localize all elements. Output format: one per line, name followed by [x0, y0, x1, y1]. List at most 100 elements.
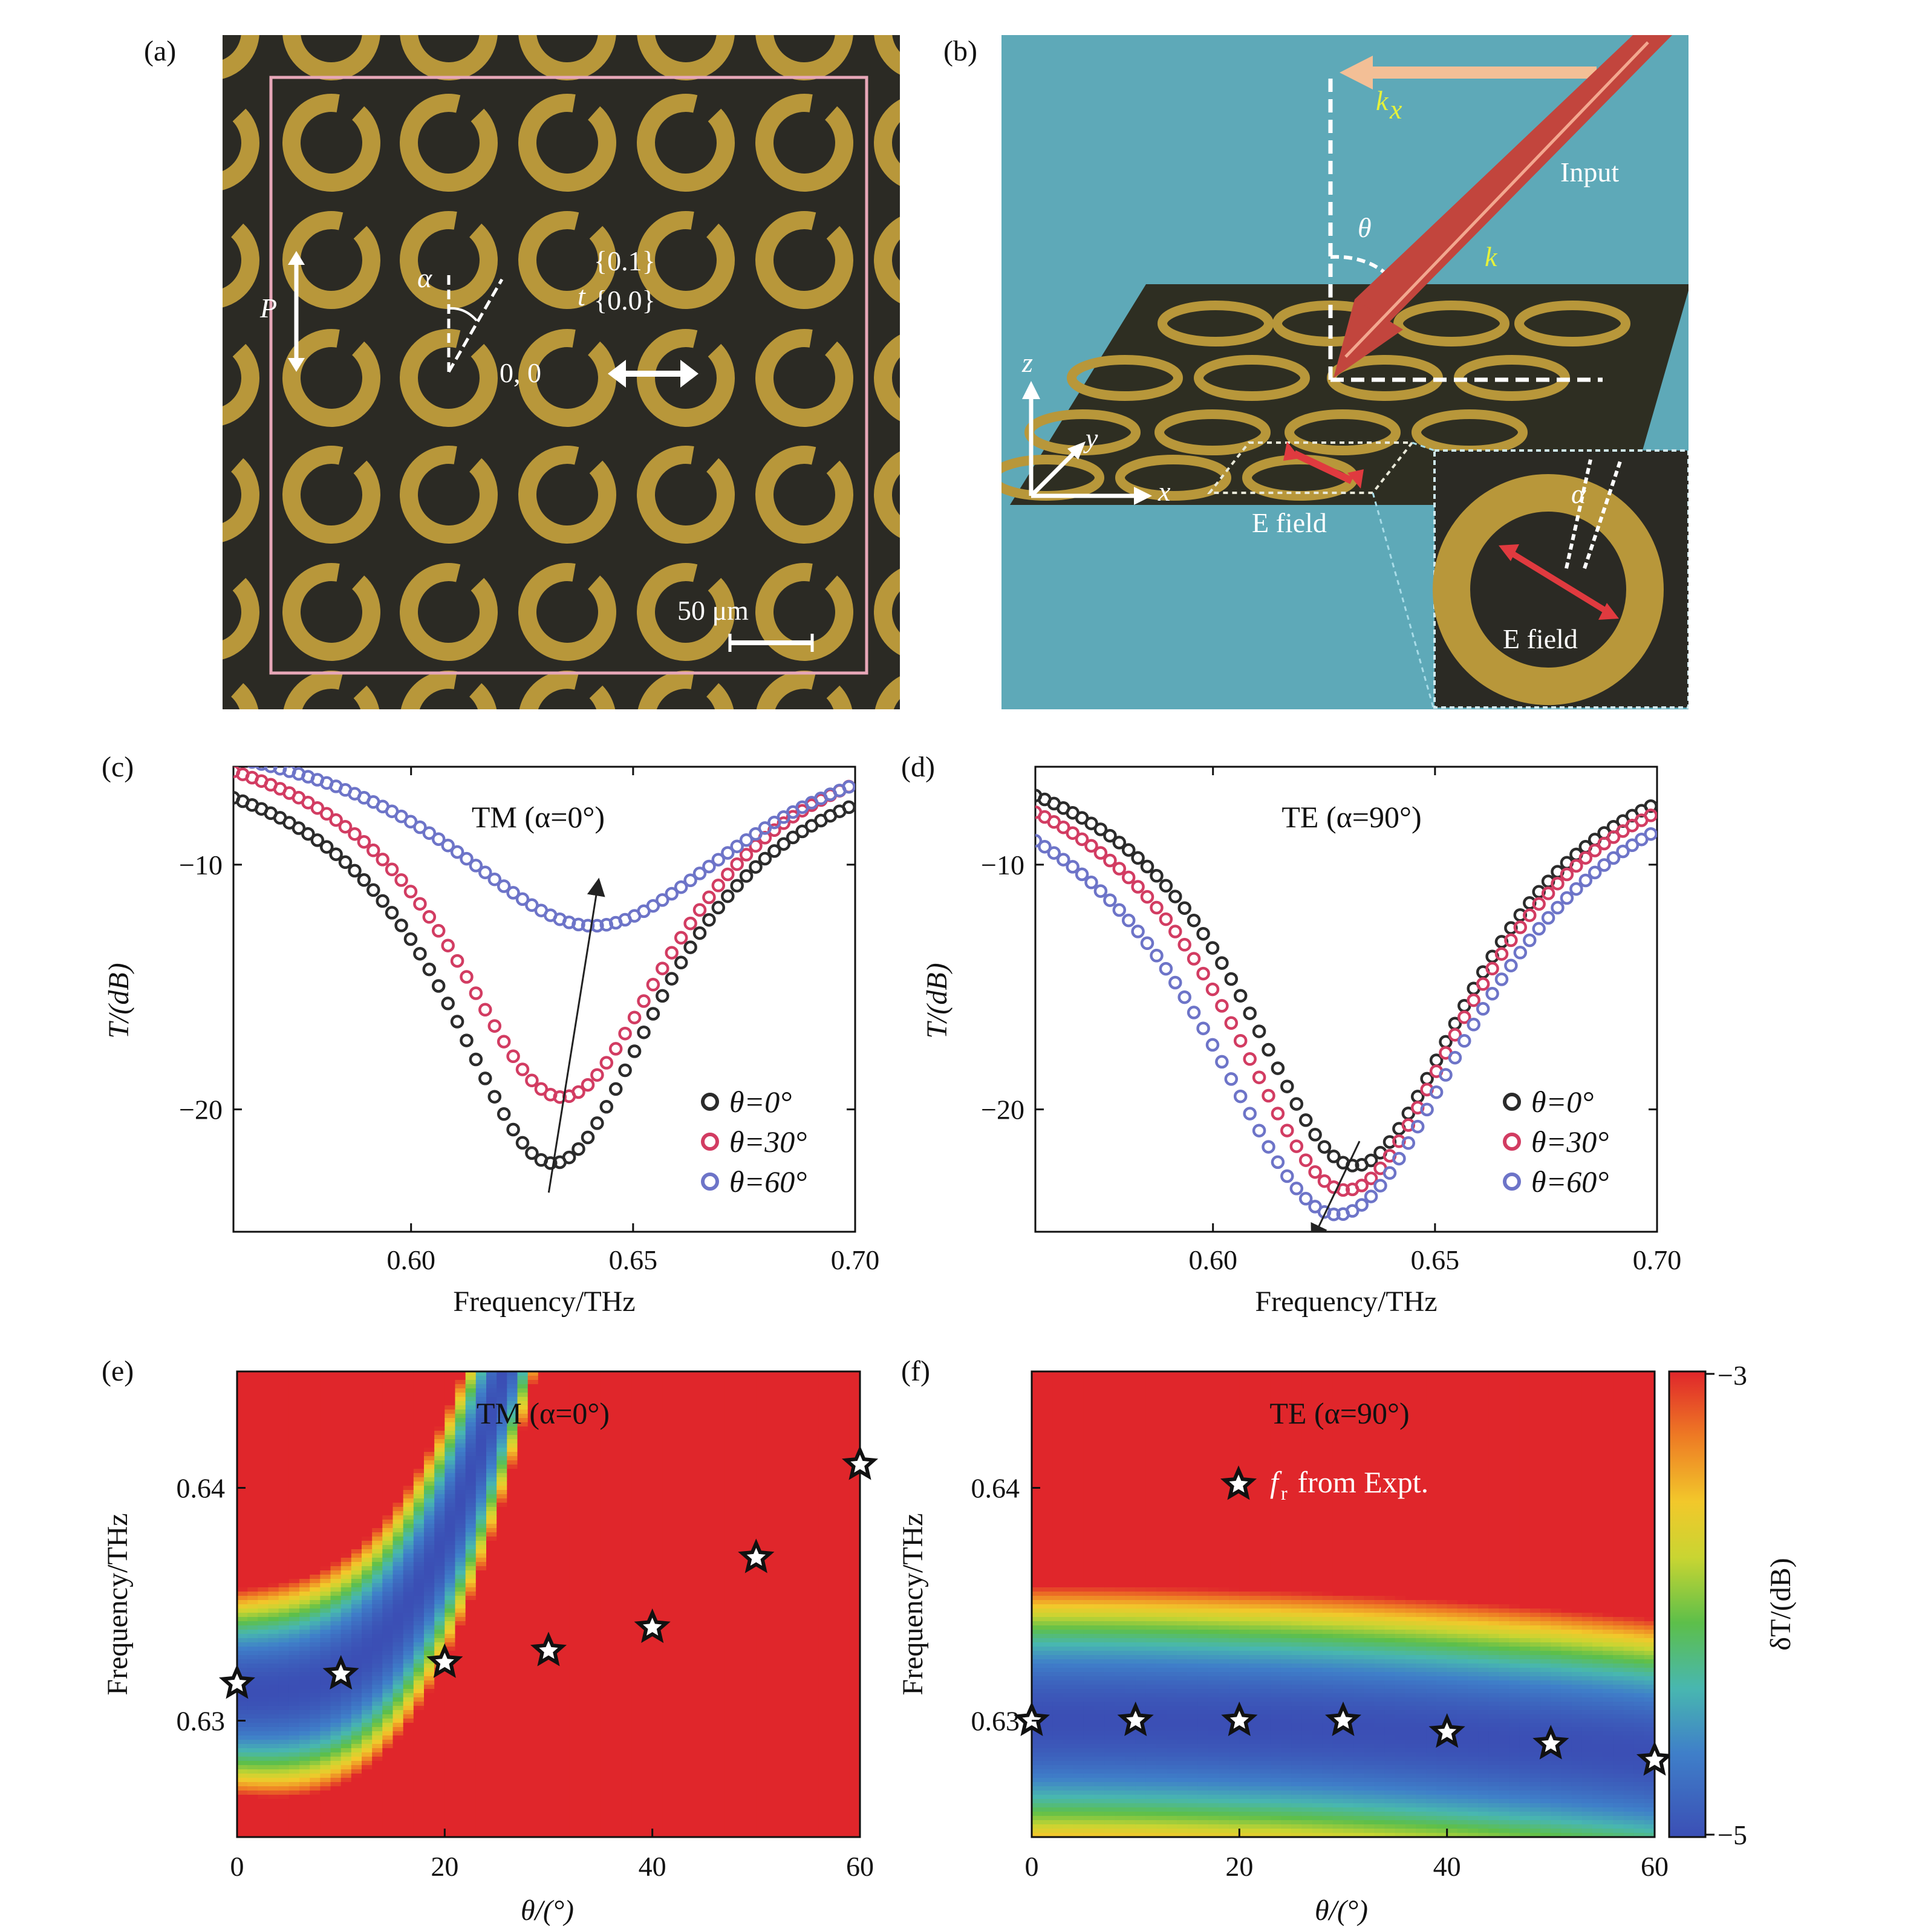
- heatmap-cell: [642, 1727, 653, 1732]
- heatmap-cell: [372, 1765, 383, 1770]
- heatmap-cell: [465, 1727, 477, 1732]
- heatmap-cell: [611, 1388, 622, 1393]
- heatmap-cell: [579, 1710, 591, 1715]
- heatmap-cell: [382, 1562, 394, 1567]
- heatmap-cell: [569, 1579, 581, 1584]
- input-beam-highlight: [1344, 41, 1649, 358]
- heatmap-cell: [549, 1371, 559, 1376]
- heatmap-cell: [631, 1431, 643, 1436]
- series-0-point: [497, 1107, 511, 1121]
- heatmap-cell: [507, 1664, 518, 1668]
- heatmap-cell: [320, 1477, 331, 1482]
- series-0-point: [544, 1156, 558, 1170]
- ring-resonator: [518, 329, 616, 427]
- heatmap-cell: [497, 1803, 508, 1808]
- heatmap-cell: [382, 1820, 394, 1825]
- heatmap-cell: [351, 1397, 362, 1402]
- heatmap-cell: [455, 1744, 466, 1749]
- heatmap-cell: [507, 1752, 518, 1757]
- heatmap-cell: [455, 1642, 466, 1647]
- heatmap-cell: [310, 1731, 321, 1736]
- heatmap-cell: [403, 1397, 414, 1402]
- heatmap-cell: [362, 1600, 373, 1605]
- heatmap-cell: [288, 1566, 300, 1571]
- heatmap-cell: [590, 1515, 601, 1520]
- heatmap-cell: [434, 1371, 446, 1376]
- heatmap-cell: [258, 1405, 269, 1410]
- heatmap-cell: [424, 1791, 435, 1795]
- heatmap-cell: [351, 1727, 362, 1732]
- series-1-point: [431, 924, 446, 938]
- heatmap-cell: [475, 1812, 487, 1817]
- heatmap-cell: [611, 1465, 622, 1469]
- heatmap-cell: [475, 1833, 487, 1838]
- heatmap-cell: [497, 1731, 508, 1736]
- heatmap-cell: [538, 1685, 549, 1690]
- heatmap-cell: [569, 1405, 581, 1410]
- heatmap-cell: [455, 1689, 466, 1694]
- heatmap-cell: [392, 1515, 404, 1520]
- heatmap-cell: [475, 1761, 487, 1766]
- heatmap-cell: [549, 1719, 559, 1723]
- heatmap-cell: [247, 1587, 259, 1592]
- heatmap-cell: [278, 1647, 290, 1651]
- heatmap-cell: [486, 1774, 497, 1778]
- heatmap-cell: [569, 1748, 581, 1753]
- heatmap-cell: [372, 1735, 383, 1740]
- heatmap-cell: [611, 1693, 622, 1698]
- heatmap-cell: [507, 1765, 518, 1770]
- heatmap-cell: [372, 1752, 383, 1757]
- heatmap-cell: [590, 1807, 601, 1812]
- heatmap-cell: [372, 1647, 383, 1651]
- heatmap-cell: [362, 1807, 373, 1812]
- heatmap-cell: [444, 1452, 456, 1457]
- heatmap-cell: [538, 1638, 549, 1643]
- heatmap-cell: [424, 1562, 435, 1567]
- series-1-point: [506, 1049, 520, 1064]
- heatmap-cell: [362, 1816, 373, 1821]
- heatmap-cell: [590, 1414, 601, 1419]
- heatmap-cell: [621, 1604, 633, 1609]
- heatmap-cell: [392, 1740, 404, 1745]
- heatmap-cell: [559, 1465, 570, 1469]
- heatmap-cell: [392, 1613, 404, 1618]
- heatmap-cell: [330, 1587, 342, 1592]
- heatmap-cell: [278, 1549, 290, 1554]
- heatmap-cell: [444, 1486, 456, 1491]
- heatmap-cell: [517, 1833, 529, 1838]
- heatmap-cell: [434, 1477, 446, 1482]
- heatmap-cell: [497, 1482, 508, 1486]
- heatmap-cell: [299, 1769, 310, 1774]
- heatmap-cell: [299, 1600, 310, 1605]
- heatmap-cell: [549, 1702, 559, 1706]
- heatmap-cell: [631, 1672, 643, 1677]
- heatmap-cell: [527, 1566, 539, 1571]
- heatmap-cell: [424, 1706, 435, 1711]
- series-1-point: [1262, 1088, 1275, 1103]
- heatmap-cell: [569, 1520, 581, 1524]
- heatmap-cell: [382, 1596, 394, 1601]
- heatmap-cell: [351, 1757, 362, 1761]
- heatmap-cell: [527, 1799, 539, 1804]
- heatmap-cell: [475, 1719, 487, 1723]
- heatmap-cell: [424, 1376, 435, 1381]
- heatmap-cell: [403, 1630, 414, 1634]
- heatmap-cell: [413, 1426, 425, 1431]
- heatmap-cell: [258, 1647, 269, 1651]
- heatmap-cell: [268, 1617, 279, 1622]
- heatmap-cell: [475, 1388, 487, 1393]
- heatmap-cell: [330, 1562, 342, 1567]
- heatmap-cell: [258, 1630, 269, 1634]
- heatmap-cell: [507, 1397, 518, 1402]
- heatmap-cell: [559, 1782, 570, 1787]
- heatmap-cell: [351, 1405, 362, 1410]
- heatmap-cell: [579, 1727, 591, 1732]
- heatmap-cell: [465, 1630, 477, 1634]
- heatmap-cell: [631, 1706, 643, 1711]
- heatmap-cell: [310, 1405, 321, 1410]
- heatmap-cell: [403, 1799, 414, 1804]
- heatmap-cell: [434, 1744, 446, 1749]
- heatmap-cell: [590, 1452, 601, 1457]
- heatmap-cell: [310, 1617, 321, 1622]
- heatmap-cell: [507, 1587, 518, 1592]
